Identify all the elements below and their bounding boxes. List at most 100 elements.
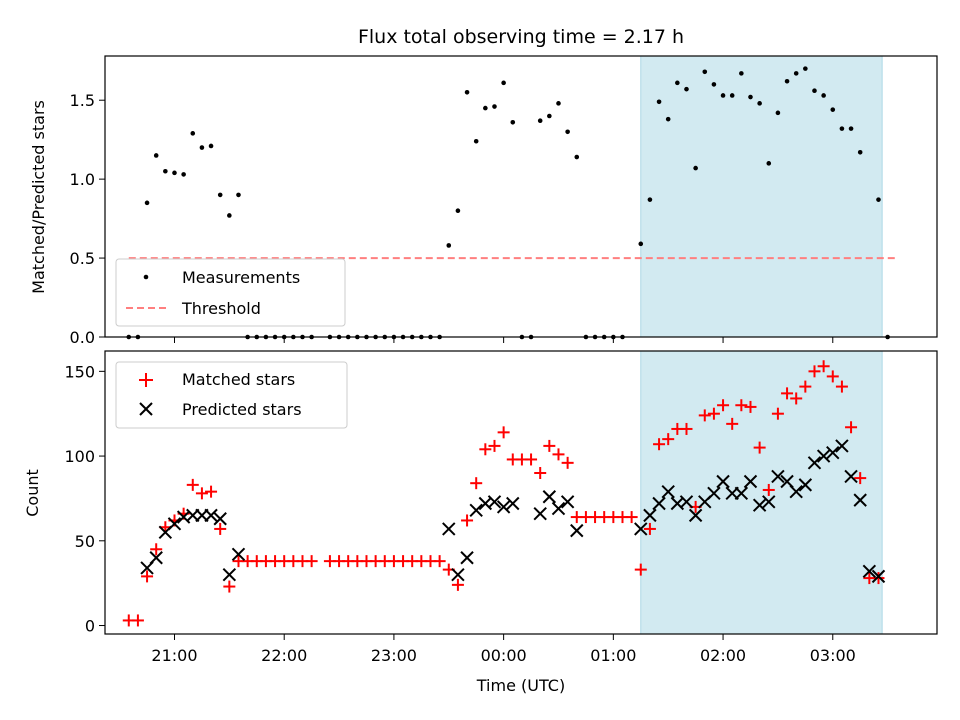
measurement-point [208,143,214,149]
predicted-star-point [204,508,218,523]
measurement-point [473,138,479,144]
predicted-star-point [469,503,483,518]
predicted-star-point [542,490,557,504]
x-axis-label: Time (UTC) [476,676,565,695]
predicted-star-point [816,449,831,463]
predicted-star-point [771,469,785,484]
matched-star-point [534,467,547,480]
legend-threshold-label: Threshold [181,299,261,318]
matched-star-point [680,422,693,435]
predicted-star-point [835,439,849,453]
matched-star-point [835,380,848,393]
top-plot-frame [104,55,938,338]
measurement-point [501,80,506,86]
bottom-plot-frame [104,350,938,635]
predicted-star-point [707,486,721,501]
measurement-point [181,172,186,177]
predicted-star-point [871,569,886,584]
predicted-star-point [167,517,182,531]
predicted-star-point [634,522,648,536]
measurement-point [784,78,790,84]
matched-star-point [799,380,812,393]
measurement-point [830,107,836,112]
measurement-point [766,161,772,166]
predicted-star-point [844,469,858,484]
predicted-star-point [734,486,749,501]
measurement-points [126,66,890,340]
measurement-point [565,129,570,135]
measurement-point [775,110,781,116]
predicted-star-point [213,512,227,526]
measurement-point [464,90,470,95]
x-tick-label: 22:00 [261,646,307,665]
matched-star-point [717,399,730,412]
matched-star-point [305,555,318,568]
measurement-point [675,80,680,86]
measurement-point [793,71,799,76]
y-tick-label: 1.5 [70,91,95,110]
measurement-point [684,86,689,92]
top-highlight-band [640,55,883,338]
matched-star-point [845,421,858,434]
x-tick-label: 23:00 [371,646,417,665]
bottom-legend-box [115,361,348,429]
legend-predicted-label: Predicted stars [182,400,302,419]
matched-star-point [470,477,483,490]
measurement-point [510,120,516,125]
matched-star-point [214,522,227,535]
measurement-point [711,82,717,87]
predicted-star-point [222,567,237,582]
predicted-star-point [506,496,520,511]
legend-measurements-marker [143,274,149,280]
bottom-y-ticks: 0 50 100 150 [64,362,105,636]
top-chart-title: Flux total observing time = 2.17 h [358,26,684,48]
measurement-point [190,131,196,136]
matched-star-point [461,514,474,527]
measurement-point [556,101,561,106]
measurement-point [227,213,232,218]
x-tick-label: 21:00 [151,646,197,665]
matched-star-point [543,439,556,452]
x-tick-label: 03:00 [810,646,856,665]
predicted-star-point [752,498,767,512]
measurement-point [492,104,497,109]
matched-star-point [525,453,538,466]
measurement-point [857,149,863,155]
predicted-star-point [798,478,813,492]
matched-star-point [625,511,638,524]
predicted-star-point [533,506,547,521]
top-y-ticks: 0.0 0.5 1.0 1.5 [70,91,105,347]
measurement-point [876,197,881,202]
matched-star-point [808,365,821,378]
measurement-point [483,105,488,111]
measurement-point [665,116,671,122]
matched-star-point [186,478,199,491]
top-plot-panel: 0.0 0.5 1.0 1.5 Matched/Predicted stars Mea… [29,55,938,347]
bottom-legend: Matched stars Predicted stars [115,361,348,429]
predicted-star-point [570,523,584,538]
measurement-point [702,69,708,75]
matched-star-point [643,522,656,535]
predicted-star-point [560,495,575,509]
matched-star-point [150,543,163,556]
predicted-star-point [460,551,474,565]
matched-star-point [735,399,748,412]
matched-star-point [707,407,720,420]
predicted-star-point [451,567,465,582]
matched-star-point [634,563,647,576]
predicted-star-point [487,495,502,509]
predicted-star-point [762,495,776,509]
matched-star-point [744,400,757,413]
predicted-star-point [716,474,730,489]
matched-star-point [698,409,711,422]
legend-measurements-label: Measurements [182,268,300,287]
measurement-point [638,241,644,247]
bottom-y-axis-label: Count [23,469,42,517]
measurement-point [574,154,580,160]
matched-star-point [141,570,154,583]
measurement-point [812,88,817,94]
top-y-axis-label: Matched/Predicted stars [29,100,48,294]
measurement-point [757,101,762,106]
predicted-star-point [442,522,456,536]
measurement-point [848,126,854,131]
